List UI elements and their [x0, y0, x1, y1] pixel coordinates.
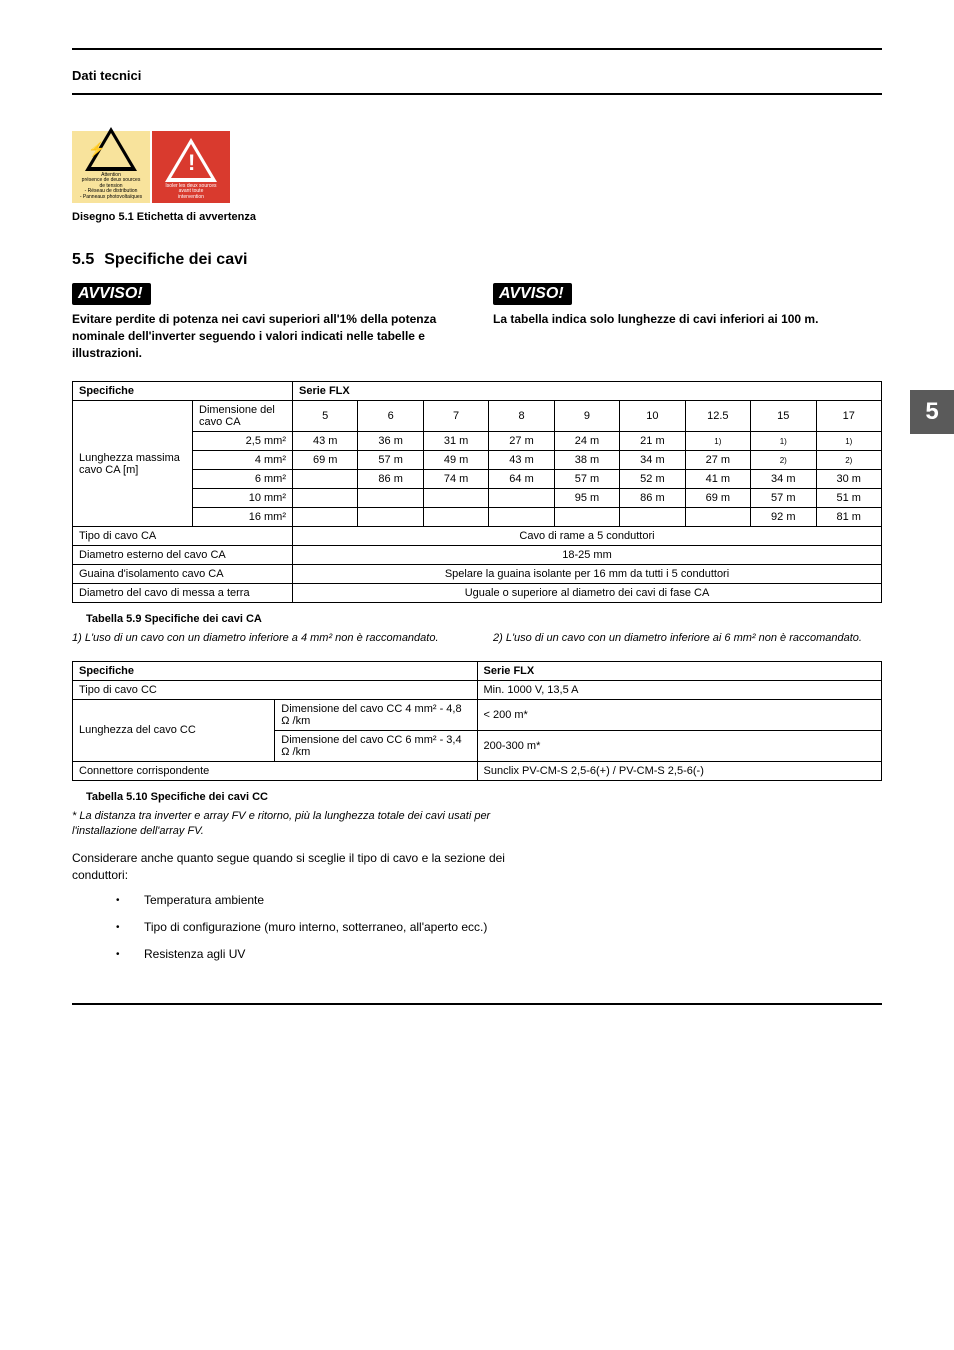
bottom-rule: [72, 1003, 882, 1005]
col-10: 10: [620, 401, 685, 432]
row-2-5mm: 2,5 mm² 43 m 36 m 31 m 27 m 24 m 21 m 1)…: [73, 432, 882, 451]
warning-label-image: ⚡ Attentionprésence de deux sourcesde te…: [72, 131, 232, 203]
avviso-badge: AVVISO!: [72, 283, 151, 305]
avviso-row: AVVISO! Evitare perdite di potenza nei c…: [72, 283, 882, 361]
figure-warning-label: ⚡ Attentionprésence de deux sourcesde te…: [72, 131, 882, 223]
cell-dim-cavo: Dimensione del cavo CA: [193, 401, 293, 432]
table-5-9-footnotes: 1) L'uso di un cavo con un diametro infe…: [72, 631, 882, 646]
col-7: 7: [423, 401, 488, 432]
th-serie-flx: Serie FLX: [293, 382, 882, 401]
size-label: 4 mm²: [193, 451, 293, 470]
col-12-5: 12.5: [685, 401, 750, 432]
size-label: 6 mm²: [193, 470, 293, 489]
table-5-9-caption: Tabella 5.9 Specifiche dei cavi CA: [86, 613, 882, 625]
th-specifiche: Specifiche: [73, 382, 293, 401]
table-5-10-footnote: * La distanza tra inverter e array FV e …: [72, 809, 518, 840]
row-10mm: 10 mm² 95 m 86 m 69 m 57 m 51 m: [73, 489, 882, 508]
side-tab-chapter: 5: [910, 390, 954, 434]
bullet-item: Tipo di configurazione (muro interno, so…: [116, 919, 882, 936]
top-rule: [72, 48, 882, 50]
table-5-10: Specifiche Serie FLX Tipo di cavo CC Min…: [72, 661, 882, 781]
row-6mm: 6 mm² 86 m 74 m 64 m 57 m 52 m 41 m 34 m…: [73, 470, 882, 489]
size-label: 2,5 mm²: [193, 432, 293, 451]
avviso-text: Evitare perdite di potenza nei cavi supe…: [72, 311, 461, 361]
warning-triangle-red: ! Isoler les deux sourcesavant touteinte…: [152, 131, 230, 203]
footnote-2: 2) L'uso di un cavo con un diametro infe…: [493, 631, 882, 646]
row-diam-messa-terra: Diametro del cavo di messa a terra Ugual…: [73, 584, 882, 603]
bullet-item: Temperatura ambiente: [116, 892, 882, 909]
section-heading-5-5: 5.5 Specifiche dei cavi: [72, 251, 882, 269]
warning-triangle-yellow: ⚡ Attentionprésence de deux sourcesde te…: [72, 131, 150, 203]
cell-lung-max: Lunghezza massima cavo CA [m]: [73, 401, 193, 527]
col-9: 9: [554, 401, 619, 432]
avviso-left: AVVISO! Evitare perdite di potenza nei c…: [72, 283, 461, 361]
table-5-10-caption: Tabella 5.10 Specifiche dei cavi CC: [86, 791, 882, 803]
table-5-9: Specifiche Serie FLX Lunghezza massima c…: [72, 381, 882, 603]
th-serie-flx: Serie FLX: [477, 661, 882, 680]
size-label: 10 mm²: [193, 489, 293, 508]
figure-caption: Disegno 5.1 Etichetta di avvertenza: [72, 211, 882, 223]
row-4mm: 4 mm² 69 m 57 m 49 m 43 m 38 m 34 m 27 m…: [73, 451, 882, 470]
row-tipo-cavo: Tipo di cavo CA Cavo di rame a 5 condutt…: [73, 527, 882, 546]
row-connettore: Connettore corrispondente Sunclix PV-CM-…: [73, 761, 882, 780]
section-title: Specifiche dei cavi: [104, 251, 247, 268]
col-17: 17: [816, 401, 882, 432]
row-16mm: 16 mm² 92 m 81 m: [73, 508, 882, 527]
avviso-text: La tabella indica solo lunghezze di cavi…: [493, 311, 882, 328]
avviso-right: AVVISO! La tabella indica solo lunghezze…: [493, 283, 882, 361]
footnote-1: 1) L'uso di un cavo con un diametro infe…: [72, 631, 461, 646]
row-diam-esterno: Diametro esterno del cavo CA 18-25 mm: [73, 546, 882, 565]
row-lung-4mm: Lunghezza del cavo CC Dimensione del cav…: [73, 699, 882, 730]
bullet-item: Resistenza agli UV: [116, 946, 882, 963]
col-5: 5: [293, 401, 358, 432]
row-tipo-cc: Tipo di cavo CC Min. 1000 V, 13,5 A: [73, 680, 882, 699]
header-rule: [72, 93, 882, 95]
page-header: Dati tecnici: [72, 68, 882, 83]
col-6: 6: [358, 401, 423, 432]
section-number: 5.5: [72, 251, 94, 268]
col-15: 15: [751, 401, 816, 432]
closing-paragraph: Considerare anche quanto segue quando si…: [72, 850, 518, 885]
row-guaina: Guaina d'isolamento cavo CA Spelare la g…: [73, 565, 882, 584]
th-specifiche: Specifiche: [73, 661, 478, 680]
closing-bullets: Temperatura ambiente Tipo di configurazi…: [72, 892, 882, 962]
avviso-badge: AVVISO!: [493, 283, 572, 305]
col-8: 8: [489, 401, 554, 432]
size-label: 16 mm²: [193, 508, 293, 527]
